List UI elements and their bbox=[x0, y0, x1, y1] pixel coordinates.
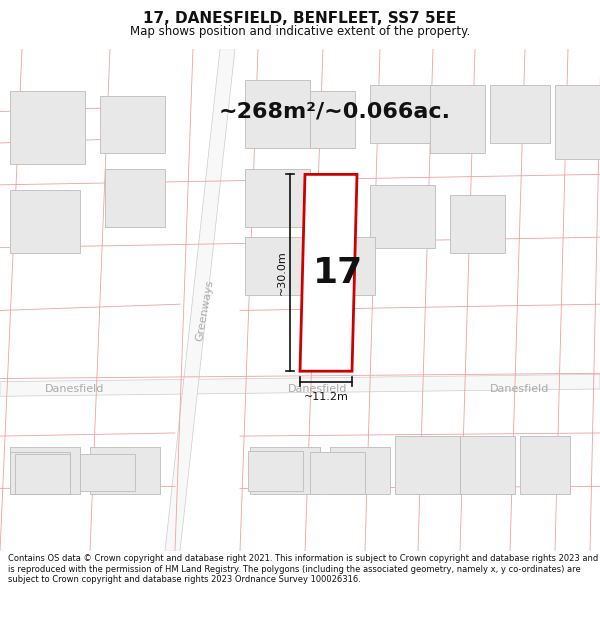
Text: 17: 17 bbox=[313, 256, 364, 290]
Bar bbox=[520, 436, 570, 494]
Text: Danesfield: Danesfield bbox=[490, 384, 550, 394]
Bar bbox=[490, 86, 550, 143]
Bar bbox=[248, 451, 303, 491]
Bar bbox=[250, 446, 320, 494]
Bar bbox=[310, 91, 355, 148]
Bar bbox=[450, 195, 505, 253]
Text: ~11.2m: ~11.2m bbox=[304, 392, 349, 402]
Text: ~268m²/~0.066ac.: ~268m²/~0.066ac. bbox=[219, 101, 451, 121]
Bar bbox=[15, 454, 70, 494]
Text: 17, DANESFIELD, BENFLEET, SS7 5EE: 17, DANESFIELD, BENFLEET, SS7 5EE bbox=[143, 11, 457, 26]
Bar bbox=[395, 436, 460, 494]
Text: Greenways: Greenways bbox=[194, 279, 215, 342]
Bar bbox=[105, 169, 165, 227]
Bar bbox=[10, 452, 70, 494]
Bar bbox=[10, 446, 80, 494]
Bar bbox=[245, 237, 310, 295]
Text: Contains OS data © Crown copyright and database right 2021. This information is : Contains OS data © Crown copyright and d… bbox=[8, 554, 598, 584]
Bar bbox=[460, 436, 515, 494]
Bar bbox=[330, 446, 390, 494]
Bar bbox=[430, 86, 485, 153]
Bar bbox=[370, 86, 440, 143]
Bar bbox=[315, 237, 375, 295]
Bar bbox=[10, 190, 80, 253]
Bar bbox=[370, 185, 435, 248]
Bar bbox=[90, 446, 160, 494]
Text: Map shows position and indicative extent of the property.: Map shows position and indicative extent… bbox=[130, 25, 470, 38]
Bar bbox=[80, 454, 135, 491]
Text: Danesfield: Danesfield bbox=[46, 384, 104, 394]
Text: ~30.0m: ~30.0m bbox=[277, 251, 287, 295]
Bar bbox=[310, 452, 365, 494]
Polygon shape bbox=[300, 174, 357, 371]
Bar bbox=[555, 86, 600, 159]
Polygon shape bbox=[0, 374, 600, 396]
Text: Danesfield: Danesfield bbox=[289, 384, 347, 394]
Bar bbox=[245, 169, 310, 227]
Bar bbox=[10, 91, 85, 164]
Polygon shape bbox=[165, 49, 235, 551]
Bar bbox=[100, 96, 165, 153]
Bar bbox=[245, 80, 310, 148]
